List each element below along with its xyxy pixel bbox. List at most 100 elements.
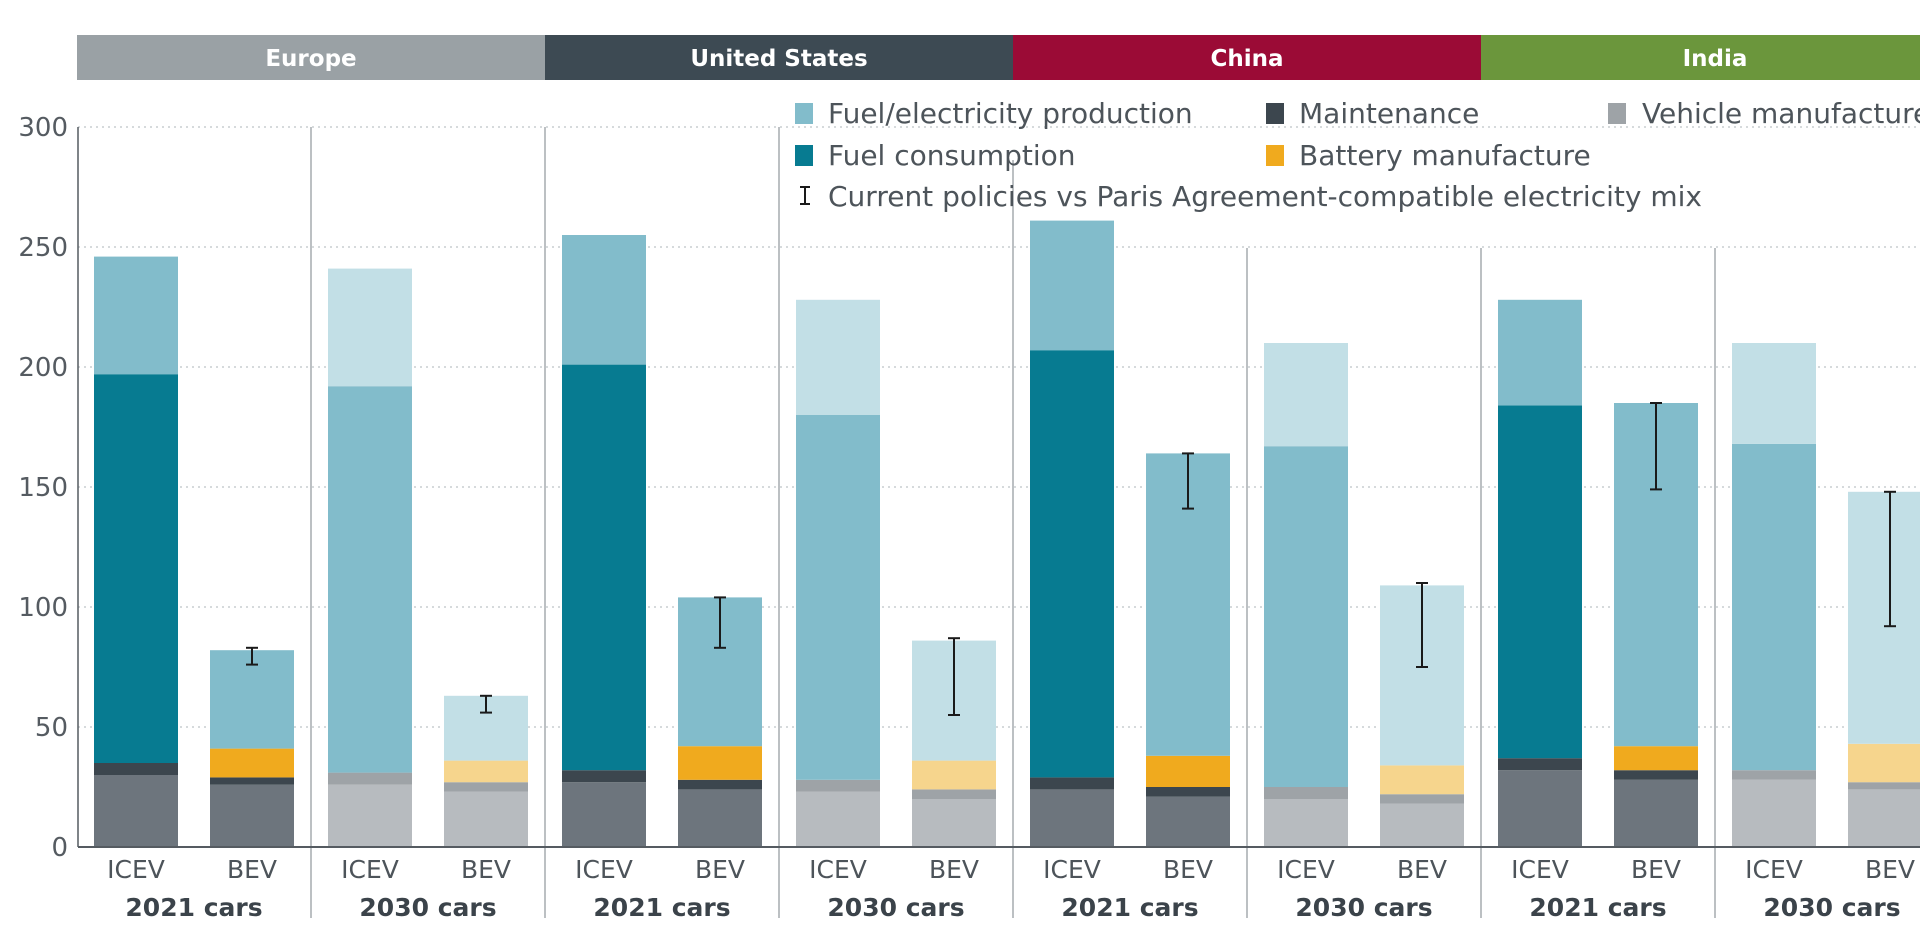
maintenance-segment (1498, 758, 1582, 771)
region-label: United States (690, 46, 867, 72)
legend-label-errorbar: Current policies vs Paris Agreement-comp… (828, 180, 1702, 213)
maintenance-segment (1146, 787, 1230, 797)
x-tick-label: BEV (461, 855, 511, 884)
maintenance-segment (94, 763, 178, 775)
y-tick-label: 100 (18, 593, 68, 623)
fuel-production-segment (94, 256, 178, 375)
y-tick-label: 50 (35, 713, 68, 743)
x-group-label: 2021 cars (593, 893, 730, 922)
error-bars (246, 402, 1896, 716)
x-tick-label: BEV (1163, 855, 1213, 884)
x-tick-label: BEV (1865, 855, 1915, 884)
x-tick-label: ICEV (1043, 855, 1101, 884)
fuel-consumption-segment (1030, 350, 1114, 778)
x-tick-label: ICEV (107, 855, 165, 884)
region-header-china (1013, 35, 1481, 80)
vehicle-manufacture-segment (210, 784, 294, 847)
fuel-production-segment (562, 235, 646, 365)
fuel-production-segment (1498, 299, 1582, 406)
legend-label-battery-manufacture: Battery manufacture (1299, 139, 1591, 172)
maintenance-segment (1732, 770, 1816, 780)
vehicle-manufacture-segment (94, 775, 178, 847)
maintenance-segment (912, 789, 996, 799)
vehicle-manufacture-segment (1146, 796, 1230, 847)
battery-manufacture-segment (1614, 746, 1698, 771)
maintenance-segment (444, 782, 528, 792)
maintenance-segment (1030, 777, 1114, 790)
battery-manufacture-segment (1380, 765, 1464, 795)
battery-manufacture-segment (444, 760, 528, 783)
group-dividers (310, 127, 1716, 918)
legend-swatch-vehicle-manufacture (1608, 103, 1626, 124)
vehicle-manufacture-segment (912, 799, 996, 847)
y-tick-label: 300 (18, 113, 68, 143)
fuel-consumption-segment (1498, 405, 1582, 759)
legend-label-maintenance: Maintenance (1299, 97, 1479, 130)
legend-swatch-fuel-production (795, 103, 813, 124)
fuel-production-segment (1264, 446, 1348, 787)
vehicle-manufacture-segment (678, 789, 762, 847)
fuel-production-extra-segment (328, 268, 412, 387)
legend-label-fuel-consumption: Fuel consumption (828, 139, 1076, 172)
x-group-label: 2021 cars (125, 893, 262, 922)
x-tick-label: BEV (1397, 855, 1447, 884)
region-header-united-states (545, 35, 1013, 80)
battery-manufacture-segment (1146, 755, 1230, 787)
legend-swatch-battery-manufacture (1266, 145, 1284, 166)
x-group-label: 2021 cars (1061, 893, 1198, 922)
fuel-production-extra-segment (796, 299, 880, 415)
legend-item-errorbar: Current policies vs Paris Agreement-comp… (800, 180, 1702, 213)
y-tick-label: 250 (18, 233, 68, 263)
maintenance-segment (1848, 782, 1920, 790)
axes (77, 127, 1920, 848)
region-header-europe (77, 35, 545, 80)
x-group-label: 2030 cars (359, 893, 496, 922)
x-group-label: 2030 cars (1763, 893, 1900, 922)
maintenance-segment (1614, 770, 1698, 780)
fuel-production-extra-segment (1732, 343, 1816, 444)
fuel-production-segment (1732, 443, 1816, 771)
fuel-production-segment (1030, 220, 1114, 351)
battery-manufacture-segment (678, 746, 762, 780)
legend-errorbar-icon (800, 186, 810, 205)
legend-item-maintenance: Maintenance (1266, 97, 1479, 130)
vehicle-manufacture-segment (328, 784, 412, 847)
legend-swatch-maintenance (1266, 103, 1284, 124)
x-tick-label: BEV (929, 855, 979, 884)
maintenance-segment (796, 779, 880, 792)
region-header-bar: Europe United States China India (77, 35, 1920, 80)
maintenance-segment (328, 772, 412, 785)
maintenance-segment (210, 777, 294, 785)
maintenance-segment (678, 779, 762, 790)
fuel-production-extra-segment (1848, 491, 1920, 744)
legend-swatch-fuel-consumption (795, 145, 813, 166)
region-label: China (1210, 46, 1283, 72)
fuel-production-segment (210, 650, 294, 749)
vehicle-manufacture-segment (562, 782, 646, 847)
region-label: India (1683, 46, 1748, 72)
vehicle-manufacture-segment (1380, 803, 1464, 847)
x-group-label: 2021 cars (1529, 893, 1666, 922)
y-tick-label: 0 (51, 833, 68, 863)
vehicle-manufacture-segment (1498, 770, 1582, 847)
legend-item-fuel-production: Fuel/electricity production (795, 97, 1193, 130)
x-tick-label: BEV (695, 855, 745, 884)
vehicle-manufacture-segment (796, 791, 880, 847)
maintenance-segment (1264, 787, 1348, 799)
x-group-label: 2030 cars (827, 893, 964, 922)
fuel-production-extra-segment (1264, 343, 1348, 447)
fuel-consumption-segment (94, 374, 178, 763)
y-tick-label: 150 (18, 473, 68, 503)
region-header-india (1481, 35, 1920, 80)
x-tick-label: ICEV (1277, 855, 1335, 884)
legend: Fuel/electricity production Maintenance … (795, 97, 1920, 213)
legend-item-battery-manufacture: Battery manufacture (1266, 139, 1591, 172)
stacked-bars (94, 220, 1920, 847)
region-label: Europe (265, 46, 356, 72)
legend-item-fuel-consumption: Fuel consumption (795, 139, 1076, 172)
x-tick-label: BEV (1631, 855, 1681, 884)
vehicle-manufacture-segment (1614, 779, 1698, 847)
maintenance-segment (562, 770, 646, 783)
battery-manufacture-segment (912, 760, 996, 790)
